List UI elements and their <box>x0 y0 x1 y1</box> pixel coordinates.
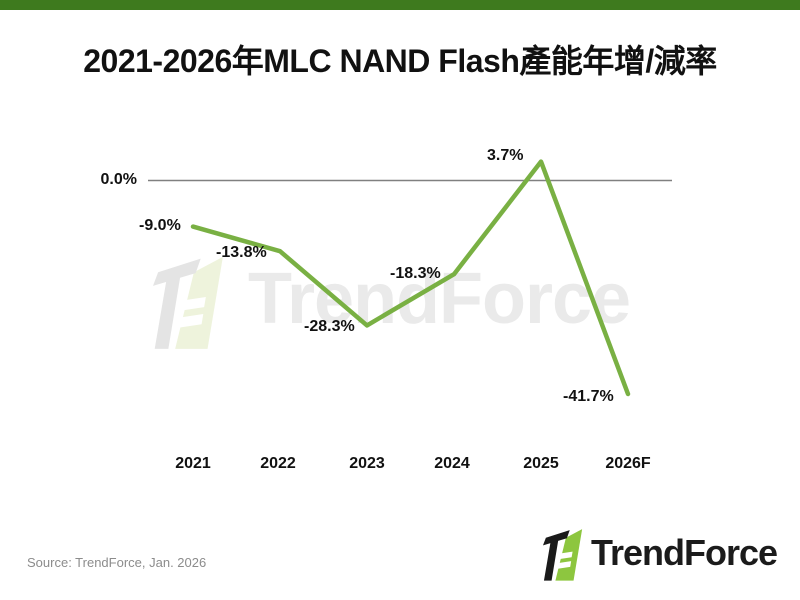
source-note: Source: TrendForce, Jan. 2026 <box>27 555 207 570</box>
value-label-2026f: -41.7% <box>563 388 614 405</box>
trendforce-logo-watermark-icon <box>153 256 223 349</box>
value-label-2024: -18.3% <box>390 265 441 282</box>
watermark-text: TrendForce <box>248 259 631 339</box>
trendforce-logo-text: TrendForce <box>591 532 778 573</box>
x-tick-2026f: 2026F <box>605 455 651 472</box>
x-tick-2022: 2022 <box>260 455 296 472</box>
x-tick-2025: 2025 <box>523 455 559 472</box>
value-label-2023: -28.3% <box>304 318 355 335</box>
value-label-2021: -9.0% <box>139 217 181 234</box>
chart-title: 2021-2026年MLC NAND Flash產能年增/減率 <box>83 43 717 79</box>
value-label-2022: -13.8% <box>216 244 267 261</box>
baseline-label: 0.0% <box>100 171 137 188</box>
trendforce-logo: TrendForce <box>543 525 778 581</box>
x-tick-2023: 2023 <box>349 455 385 472</box>
capacity-trend-line <box>190 159 631 397</box>
x-tick-2024: 2024 <box>434 455 470 472</box>
watermark: TrendForce <box>153 249 631 349</box>
trendforce-logo-icon <box>543 529 583 581</box>
value-label-2025: 3.7% <box>487 147 524 164</box>
top-accent-bar <box>0 0 800 10</box>
x-tick-2021: 2021 <box>175 455 211 472</box>
